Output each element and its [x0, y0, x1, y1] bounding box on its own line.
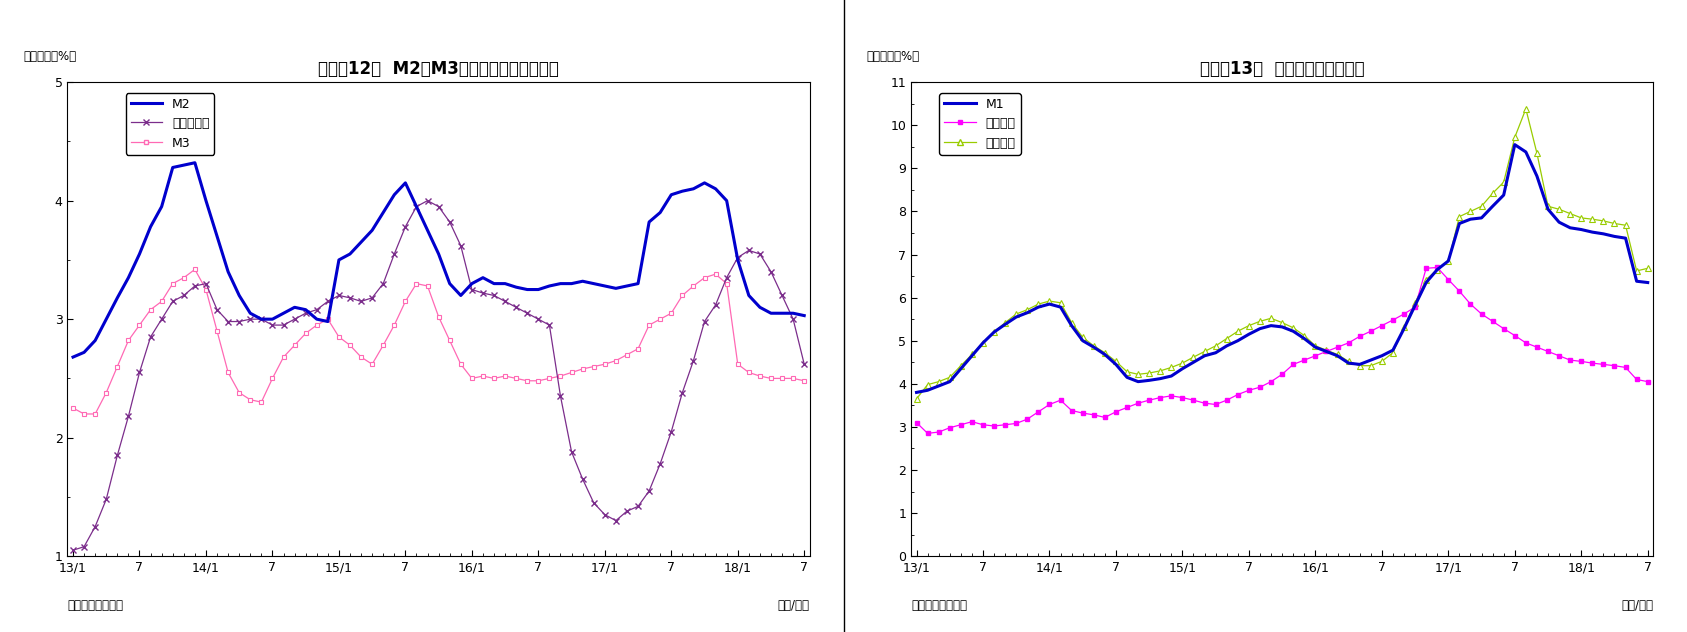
- M3: [162, 280, 182, 288]
- M2: [749, 303, 769, 311]
- 預金通貨: [1638, 265, 1658, 272]
- 預金通貨: [906, 395, 926, 403]
- M2: [62, 353, 83, 361]
- M1: [1238, 331, 1259, 338]
- M1: [1593, 230, 1613, 238]
- M1: [1206, 349, 1226, 356]
- Line: M1: M1: [916, 145, 1648, 392]
- Legend: M2, 広義流動性, M3: M2, 広義流動性, M3: [127, 93, 214, 155]
- M3: [130, 321, 150, 329]
- 現金通貨: [973, 421, 994, 428]
- 現金通貨: [1638, 378, 1658, 386]
- M2: [795, 312, 815, 319]
- 広義流動性: [749, 250, 769, 258]
- M1: [1505, 141, 1525, 149]
- M2: [407, 203, 427, 210]
- Line: 預金通貨: 預金通貨: [914, 106, 1650, 402]
- 預金通貨: [1515, 105, 1535, 112]
- 現金通貨: [1427, 264, 1447, 271]
- M1: [1017, 309, 1038, 317]
- 預金通貨: [1593, 217, 1613, 225]
- M2: [174, 161, 194, 169]
- Title: （図表13）  現金・預金の伸び率: （図表13） 現金・預金の伸び率: [1199, 60, 1365, 78]
- 預金通貨: [1017, 306, 1038, 313]
- Line: 広義流動性: 広義流動性: [71, 198, 806, 553]
- 広義流動性: [152, 315, 172, 323]
- Line: M3: M3: [71, 267, 806, 416]
- Text: （前年比、%）: （前年比、%）: [24, 50, 76, 63]
- M2: [628, 280, 648, 288]
- 広義流動性: [628, 502, 648, 510]
- M3: [385, 321, 405, 329]
- 現金通貨: [1250, 384, 1270, 391]
- M1: [1638, 279, 1658, 286]
- 現金通貨: [1216, 396, 1237, 404]
- Text: （資料）日本銀行: （資料）日本銀行: [67, 599, 123, 612]
- 広義流動性: [363, 294, 383, 301]
- M3: [639, 321, 660, 329]
- 広義流動性: [795, 360, 815, 368]
- Line: 現金通貨: 現金通貨: [914, 265, 1650, 436]
- M3: [74, 410, 94, 418]
- M3: [186, 265, 206, 273]
- 預金通貨: [1238, 322, 1259, 329]
- Legend: M1, 現金通貨, 預金通貨: M1, 現金通貨, 預金通貨: [940, 93, 1021, 155]
- 広義流動性: [174, 291, 194, 299]
- 現金通貨: [906, 419, 926, 427]
- M2: [152, 203, 172, 210]
- Title: （図表12）  M2、M3、広義流動性の伸び率: （図表12） M2、M3、広義流動性の伸び率: [319, 60, 558, 78]
- M3: [62, 404, 83, 412]
- 現金通貨: [1483, 317, 1503, 325]
- 広義流動性: [417, 197, 437, 205]
- M3: [417, 282, 437, 289]
- Line: M2: M2: [73, 163, 805, 357]
- Text: （年/月）: （年/月）: [1621, 599, 1653, 612]
- Text: （前年比、%）: （前年比、%）: [867, 50, 919, 63]
- M3: [749, 372, 769, 380]
- M3: [795, 377, 815, 384]
- M1: [1461, 216, 1481, 223]
- M1: [995, 320, 1016, 328]
- 広義流動性: [62, 547, 83, 554]
- 広義流動性: [395, 223, 415, 231]
- Text: （資料）日本銀行: （資料）日本銀行: [911, 599, 967, 612]
- 現金通貨: [1005, 420, 1026, 427]
- M2: [373, 209, 393, 216]
- 現金通貨: [918, 430, 938, 437]
- Text: （年/月）: （年/月）: [778, 599, 810, 612]
- M1: [906, 389, 926, 396]
- 預金通貨: [995, 319, 1016, 326]
- 預金通貨: [1461, 208, 1481, 216]
- 現金通貨: [1593, 361, 1613, 368]
- 預金通貨: [1206, 342, 1226, 349]
- M2: [186, 159, 206, 167]
